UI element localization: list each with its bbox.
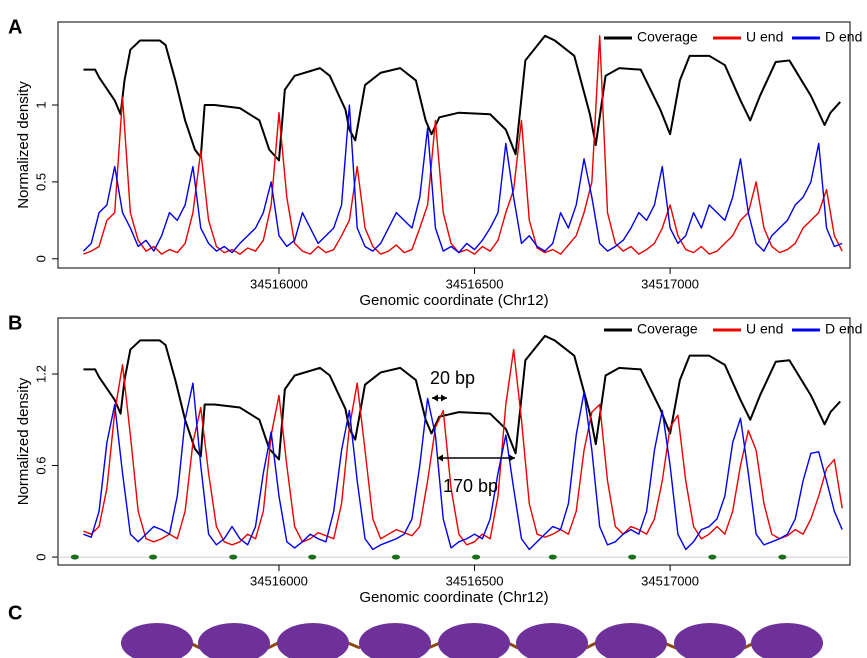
y-tick-label: 0 (33, 553, 48, 560)
y-tick-label: 0 (33, 255, 48, 262)
dyad-marker (229, 554, 238, 560)
linker (347, 641, 361, 650)
series-line (83, 35, 843, 255)
dyad-marker (149, 554, 158, 560)
series-group (83, 334, 843, 551)
legend: Coverage U end D end (604, 29, 862, 45)
nucleosomes (121, 623, 823, 658)
dyad-marker (628, 554, 637, 560)
y-axis-label: Normalized density (15, 81, 32, 209)
panel-letter: B (8, 312, 22, 334)
legend-label: U end (746, 321, 783, 337)
arrow-head (441, 394, 447, 402)
chart-panel: B 0 0.6 1.2 34516000 34516500 34517000 Genomic … (8, 312, 862, 606)
series-line (83, 34, 841, 162)
series-line (83, 334, 841, 461)
annotation: 170 bp (443, 476, 498, 496)
legend-label: D end (825, 29, 862, 45)
y-tick-label: 0.6 (33, 456, 48, 474)
panel-letter: A (8, 16, 22, 38)
y-tick-label: 1.2 (33, 365, 48, 383)
nucleosome (359, 623, 431, 658)
linker (267, 641, 279, 650)
dyad-marker (70, 554, 79, 560)
x-tick-label: 34516500 (446, 276, 504, 291)
dyad-marker (308, 554, 317, 560)
nucleosome (438, 623, 510, 658)
plot-frame (57, 317, 851, 566)
chart-panel: A 0 0.5 1 34516000 34516500 34517000 Genomic co… (8, 16, 862, 309)
y-axis-label: Normalized density (15, 377, 32, 505)
nucleosome (595, 623, 667, 658)
linker (585, 641, 597, 650)
nucleosome (751, 623, 823, 658)
y-tick-label: 1 (33, 101, 48, 108)
legend-label: Coverage (637, 321, 698, 337)
series-line (82, 104, 843, 254)
x-tick-label: 34516000 (250, 573, 308, 588)
x-tick-label: 34516000 (250, 276, 308, 291)
arrow-head (437, 454, 443, 462)
nucleosome (198, 623, 270, 658)
nucleosome (277, 623, 349, 658)
dyad-marker (778, 554, 787, 560)
annotation: 20 bp (430, 368, 475, 388)
x-tick-label: 34517000 (641, 573, 699, 588)
x-tick-label: 34517000 (641, 276, 699, 291)
x-axis-label: Genomic coordinate (Chr12) (359, 292, 548, 309)
legend-label: D end (825, 321, 862, 337)
series-group (82, 34, 843, 255)
y-tick-label: 0.5 (33, 173, 48, 191)
x-axis-label: Genomic coordinate (Chr12) (359, 589, 548, 606)
series-line (83, 348, 843, 546)
legend-label: U end (746, 29, 783, 45)
dyad-marker (708, 554, 717, 560)
arrow-head (432, 394, 438, 402)
nucleosome-array (121, 623, 823, 658)
dyad-marker (472, 554, 481, 560)
legend-label: Coverage (637, 29, 698, 45)
arrow-head (509, 454, 515, 462)
plot-frame (57, 21, 851, 269)
legend: Coverage U end D end (604, 321, 862, 337)
nucleosome (121, 623, 193, 658)
x-tick-label: 34516500 (446, 573, 504, 588)
panel-letter: C (8, 602, 22, 624)
dyad-marker (391, 554, 400, 560)
dyad-marker (548, 554, 557, 560)
series-line (83, 382, 843, 551)
nucleosome (516, 623, 588, 658)
nucleosome (674, 623, 746, 658)
